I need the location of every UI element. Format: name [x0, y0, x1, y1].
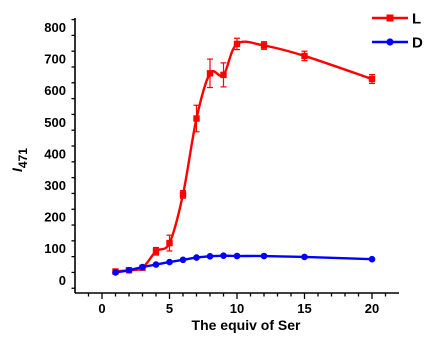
data-point-l — [301, 52, 308, 60]
x-tick-label: 10 — [230, 301, 244, 316]
y-tick-label: 800 — [44, 20, 66, 35]
data-point-d — [139, 263, 146, 271]
y-axis-title-main: I — [9, 167, 25, 172]
data-point-l — [233, 40, 241, 48]
y-tick-label: 100 — [44, 241, 66, 256]
y-axis-title-sub: 471 — [16, 148, 30, 168]
x-axis-title: The equiv of Ser — [192, 317, 301, 333]
y-tick-label: 700 — [44, 52, 66, 67]
data-point-l — [166, 239, 173, 247]
x-tick-label: 15 — [297, 301, 311, 316]
legend-marker-l — [386, 14, 394, 22]
data-point-d — [193, 254, 200, 261]
x-tick-label: 5 — [166, 301, 173, 316]
data-point-d — [179, 256, 187, 264]
data-point-d — [220, 252, 227, 260]
series-line-l — [115, 40, 373, 273]
x-tick-label: 20 — [365, 301, 379, 316]
data-point-d — [112, 269, 119, 276]
data-point-l — [368, 75, 376, 83]
y-tick-label: 0 — [59, 273, 66, 288]
legend-marker-d — [386, 38, 394, 46]
y-tick-label: 600 — [44, 83, 66, 98]
data-point-l — [206, 70, 214, 77]
y-tick-label: 400 — [44, 146, 66, 161]
data-point-d — [206, 253, 214, 260]
x-tick-label: 0 — [98, 301, 105, 316]
data-point-d — [233, 252, 241, 260]
data-point-d — [125, 266, 133, 274]
data-point-l — [179, 191, 187, 198]
data-point-d — [260, 252, 268, 260]
y-tick-label: 200 — [44, 210, 66, 225]
legend-label-l: L — [412, 11, 421, 28]
legend-label-d: D — [412, 35, 423, 52]
data-point-d — [152, 261, 160, 268]
data-point-l — [193, 115, 200, 122]
data-point-l — [152, 248, 160, 255]
data-point-d — [301, 253, 308, 261]
data-point-d — [166, 258, 173, 266]
y-axis-title: I471 — [9, 148, 30, 172]
data-point-l — [260, 42, 268, 49]
data-point-d — [368, 255, 376, 263]
data-point-l — [220, 71, 227, 79]
y-tick-label: 500 — [44, 115, 66, 130]
y-tick-label: 300 — [44, 178, 66, 193]
